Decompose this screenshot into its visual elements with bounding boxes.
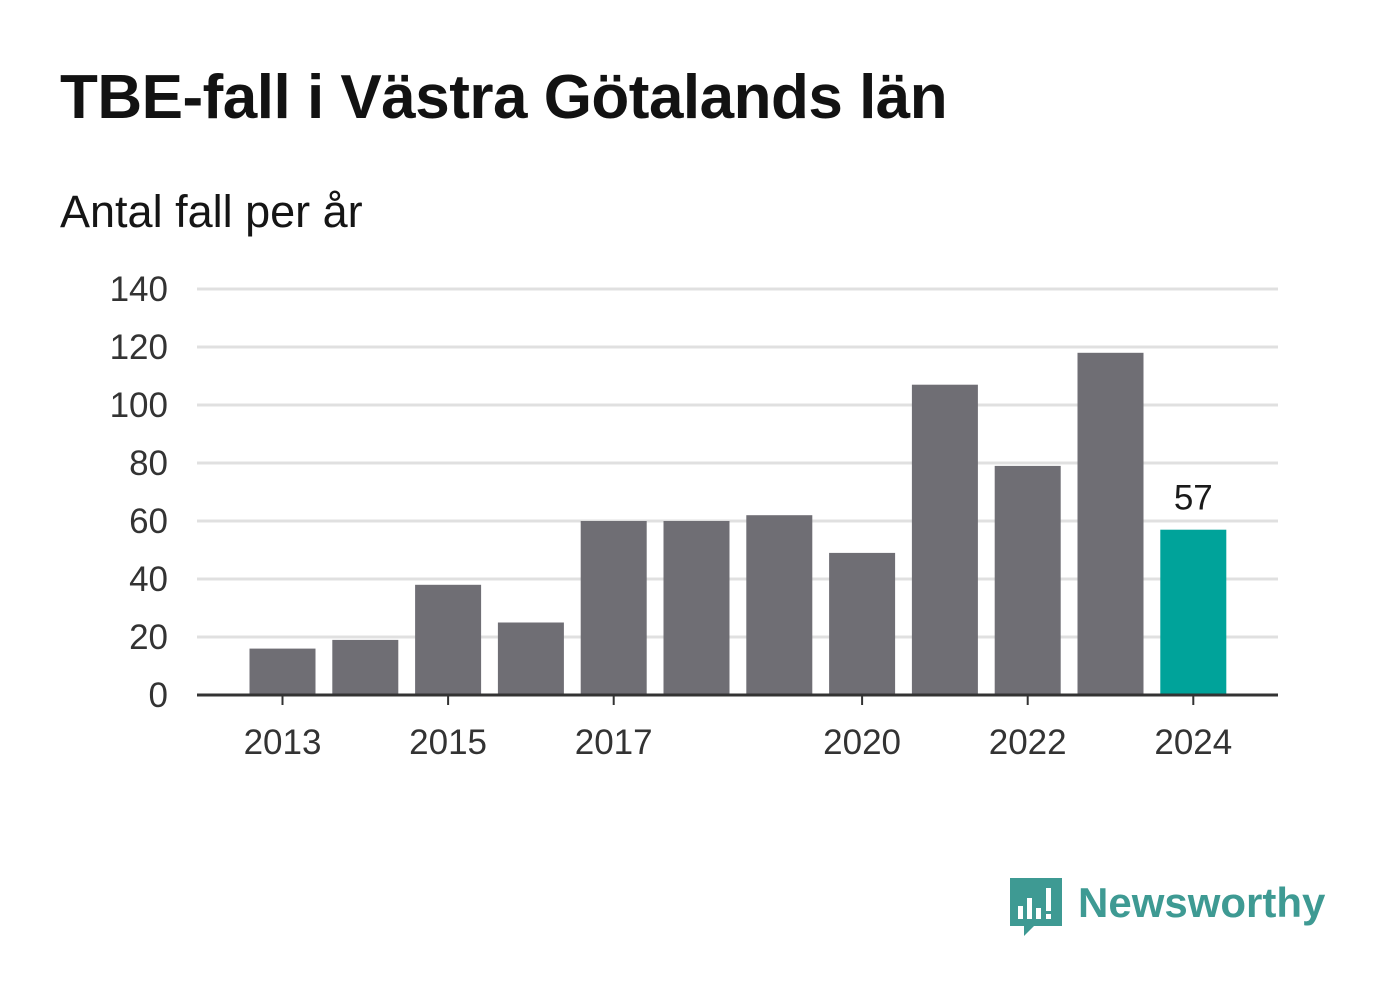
bar-2014 xyxy=(332,639,399,695)
newsworthy-logo: Newsworthy xyxy=(1010,878,1325,940)
y-tick-label-140: 140 xyxy=(110,270,168,309)
x-tick-label-2020: 2020 xyxy=(823,723,901,762)
newsworthy-wordmark: Newsworthy xyxy=(1078,879,1326,926)
bar-2021 xyxy=(911,384,978,695)
y-tick-label-0: 0 xyxy=(149,676,168,715)
bar-2016 xyxy=(497,622,564,695)
y-tick-label-100: 100 xyxy=(110,386,168,425)
data-label-2024: 57 xyxy=(1174,479,1213,518)
x-tick-label-2024: 2024 xyxy=(1154,723,1232,762)
y-tick-label-40: 40 xyxy=(129,560,168,599)
bar-2015 xyxy=(415,584,482,695)
x-tick-label-2015: 2015 xyxy=(409,723,487,762)
y-tick-label-20: 20 xyxy=(129,618,168,657)
bar-2022 xyxy=(994,465,1061,695)
bar-2017 xyxy=(580,521,647,695)
newsworthy-bars-icon xyxy=(1010,878,1062,936)
chart-title: TBE-fall i Västra Götalands län xyxy=(60,63,948,132)
bar-2024 xyxy=(1160,529,1227,695)
x-tick-label-2013: 2013 xyxy=(244,723,322,762)
bar-2013 xyxy=(249,648,316,695)
x-tick-label-2017: 2017 xyxy=(575,723,653,762)
y-tick-label-80: 80 xyxy=(129,444,168,483)
y-tick-label-60: 60 xyxy=(129,502,168,541)
bar-2018 xyxy=(663,521,730,695)
bar-2023 xyxy=(1077,352,1144,695)
x-tick-label-2022: 2022 xyxy=(989,723,1067,762)
y-tick-label-120: 120 xyxy=(110,328,168,367)
chart-subtitle: Antal fall per år xyxy=(60,186,363,237)
bar-2019 xyxy=(746,515,813,695)
bar-2020 xyxy=(829,552,896,695)
